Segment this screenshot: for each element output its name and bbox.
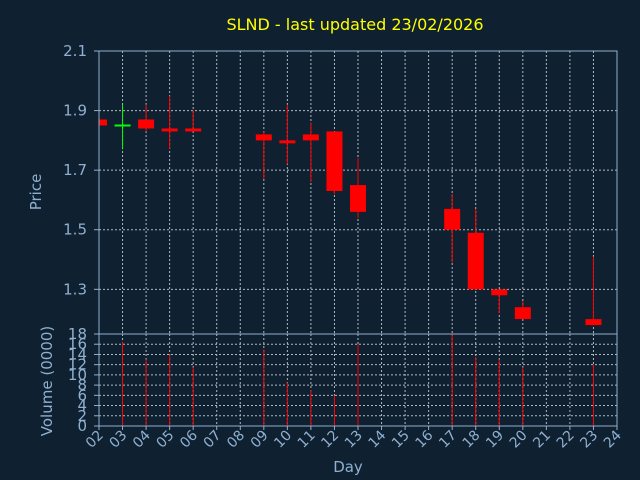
candle-body: [491, 289, 508, 296]
volume-tick-label: 10: [68, 366, 87, 384]
day-tick-label: 19: [483, 428, 507, 452]
candle-body: [514, 307, 531, 320]
candle-body: [138, 119, 155, 129]
day-tick-label: 15: [389, 428, 413, 452]
volume-axis-label: Volume (0000): [38, 326, 56, 436]
price-axis-label: Price: [27, 174, 45, 211]
day-tick-label: 06: [177, 427, 201, 451]
candle-body: [585, 319, 602, 326]
price-tick-label: 1.7: [63, 161, 87, 179]
day-axis-ticks: 02 03 04 05 06 07 08 09 10 11 12 13 14 15 16 17 18 19 20 21…: [83, 426, 625, 451]
day-tick-label: 21: [530, 428, 554, 452]
volume-tick-label: 12: [68, 356, 87, 374]
candle-body: [161, 128, 178, 132]
volume-tick-label: 0: [77, 417, 87, 435]
chart-title: SLND - last updated 23/02/2026: [226, 15, 483, 34]
day-tick-label: 16: [413, 427, 437, 451]
volume-tick-label: 8: [77, 376, 87, 394]
volume-tick-label: 16: [68, 335, 87, 353]
price-axis-ticks: 2.1 1.9 1.7 1.5 1.3: [63, 42, 99, 298]
day-tick-label: 14: [365, 427, 389, 451]
volume-tick-label: 6: [77, 386, 87, 404]
price-tick-label: 1.9: [63, 102, 87, 120]
day-tick-label: 24: [601, 427, 625, 451]
day-tick-label: 04: [130, 427, 154, 451]
day-tick-label: 11: [295, 428, 319, 452]
day-tick-label: 08: [224, 428, 248, 452]
price-tick-label: 1.5: [63, 221, 87, 239]
volume-tick-label: 2: [77, 407, 87, 425]
price-tick-label: 2.1: [63, 42, 87, 60]
volume-tick-label: 14: [68, 345, 87, 363]
price-tick-label: 1.3: [63, 280, 87, 298]
day-tick-label: 17: [436, 428, 460, 452]
day-axis-label: Day: [333, 458, 363, 476]
day-tick-label: 13: [342, 428, 366, 452]
candle-body: [467, 232, 484, 290]
candles: [98, 95, 602, 326]
day-tick-label: 18: [460, 428, 484, 452]
candle-body: [279, 140, 296, 144]
day-tick-label: 20: [507, 428, 531, 452]
candle-body: [255, 134, 272, 141]
price-grid: [98, 50, 618, 334]
volume-tick-label: 4: [77, 397, 87, 415]
candle-body: [99, 119, 107, 126]
volume-bars: [122, 334, 594, 426]
day-tick-label: 05: [154, 428, 178, 452]
candle-body: [326, 131, 343, 192]
day-tick-label: 10: [271, 428, 295, 452]
day-tick-label: 07: [201, 428, 225, 452]
day-tick-label: 09: [248, 428, 272, 452]
day-tick-label: 12: [318, 428, 342, 452]
candle-body: [350, 185, 366, 212]
candle-body: [302, 134, 319, 141]
day-tick-label: 03: [106, 428, 130, 452]
day-tick-label: 23: [577, 428, 601, 452]
candle-body: [185, 128, 202, 132]
volume-tick-label: 18: [68, 325, 87, 343]
day-tick-label: 22: [554, 428, 578, 452]
candle-body: [444, 208, 461, 230]
